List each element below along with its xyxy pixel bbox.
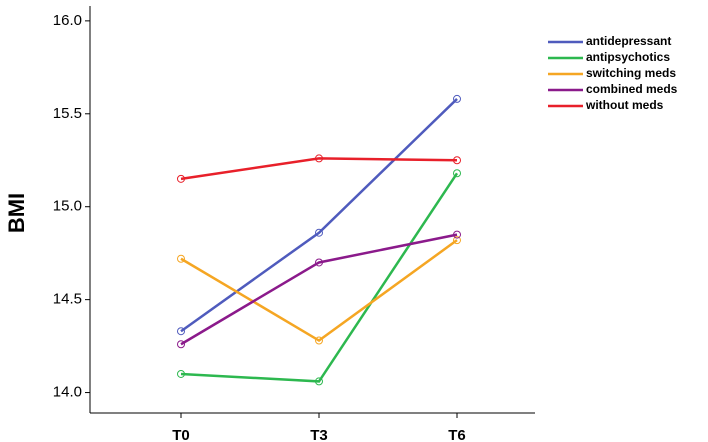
- legend-label: antipsychotics: [586, 50, 670, 64]
- point: [453, 156, 461, 165]
- legend-label: without meds: [585, 98, 664, 112]
- point: [315, 154, 323, 163]
- x-tick-label: T6: [448, 427, 466, 442]
- point: [453, 94, 461, 103]
- point: [177, 340, 185, 349]
- point: [315, 336, 323, 345]
- y-axis-label: BMI: [4, 193, 29, 233]
- series-line: [180, 98, 458, 333]
- point: [177, 369, 185, 378]
- y-tick-label: 15.0: [53, 198, 82, 215]
- series-line: [180, 239, 458, 343]
- series-line: [180, 172, 459, 383]
- legend-label: antidepressant: [586, 34, 671, 48]
- legend-label: combined meds: [586, 82, 678, 96]
- point: [177, 254, 185, 263]
- y-tick-label: 16.0: [53, 12, 82, 29]
- series-line: [180, 233, 458, 346]
- point: [315, 228, 323, 237]
- point: [315, 258, 323, 267]
- point: [177, 174, 185, 183]
- series-line: [180, 157, 458, 181]
- point: [453, 236, 461, 245]
- point: [177, 327, 185, 336]
- point: [315, 377, 323, 386]
- y-tick-label: 14.5: [53, 291, 82, 308]
- x-tick-label: T3: [310, 427, 328, 442]
- legend-label: switching meds: [586, 66, 676, 80]
- point: [453, 230, 461, 239]
- x-tick-label: T0: [172, 427, 190, 442]
- point: [453, 169, 461, 178]
- y-tick-label: 15.5: [53, 105, 82, 122]
- y-tick-label: 14.0: [53, 384, 82, 401]
